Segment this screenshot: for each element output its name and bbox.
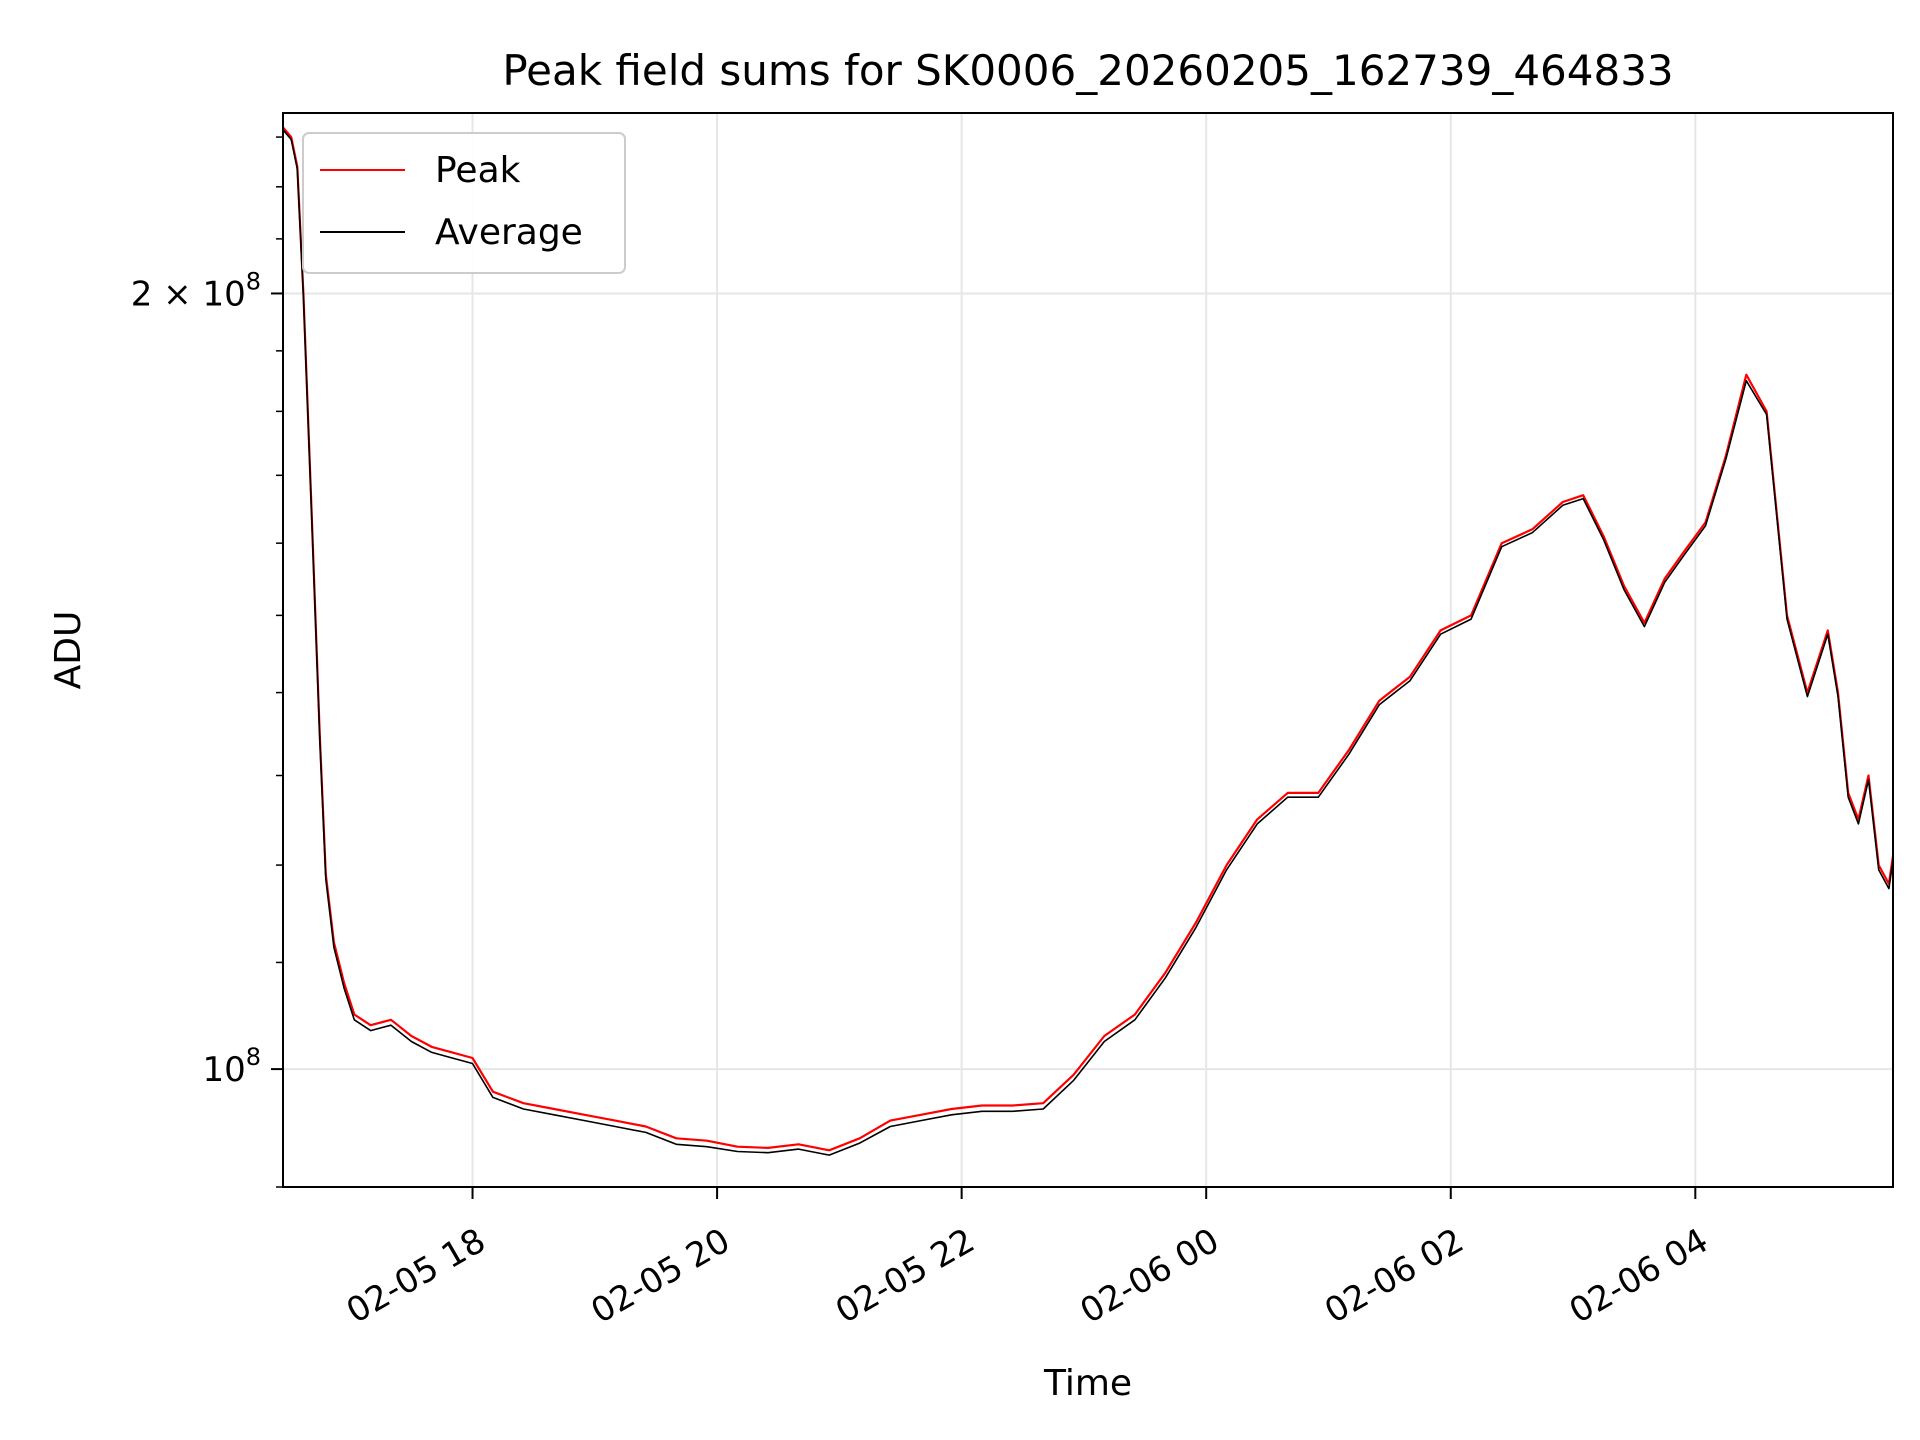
y-tick-label-base: 10 — [202, 1050, 245, 1090]
y-tick-label-exponent: 8 — [246, 1043, 261, 1071]
y-tick-label: 108 — [202, 1043, 261, 1090]
y-axis-title: ADU — [48, 611, 89, 690]
plot-frame — [282, 112, 1894, 1188]
y-tick-label-base: 2 × 10 — [131, 274, 246, 314]
legend-label-peak: Peak — [435, 150, 521, 191]
chart-title: Peak field sums for SK0006_20260205_1627… — [502, 46, 1673, 95]
legend: Peak Average — [302, 132, 626, 274]
legend-box — [302, 132, 626, 274]
x-axis-title: Time — [1043, 1363, 1132, 1404]
y-tick-label-exponent: 8 — [246, 267, 261, 295]
legend-label-average: Average — [435, 212, 583, 253]
grid — [283, 113, 1893, 1187]
series-line-peak — [282, 126, 1895, 1152]
series-line-average — [282, 129, 1894, 1156]
y-tick-label: 2 × 108 — [131, 267, 261, 314]
series-layer — [282, 126, 1895, 1156]
